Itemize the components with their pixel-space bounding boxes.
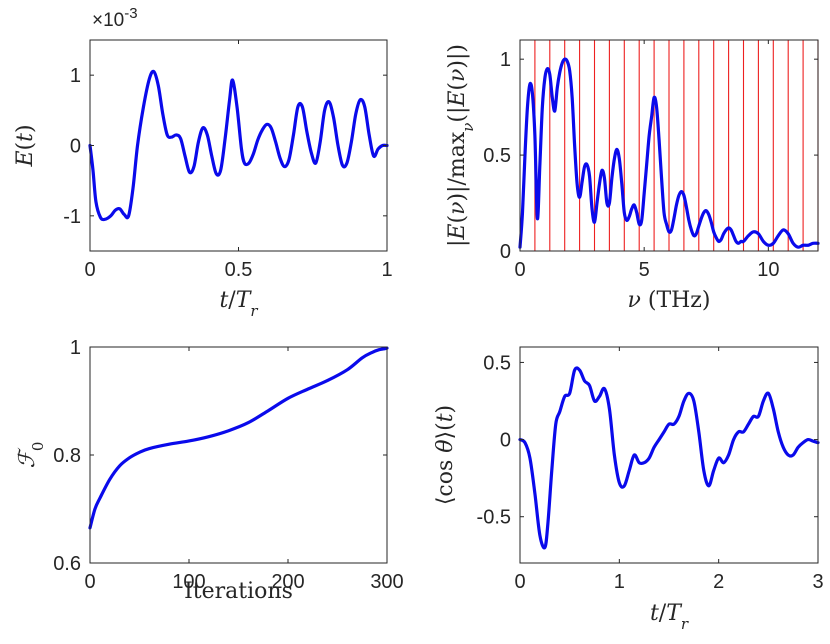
y-tick-label: 0.5 xyxy=(483,145,511,167)
x-tick-label: 2 xyxy=(713,571,724,593)
x-tick-label: 5 xyxy=(639,259,650,281)
series-line xyxy=(518,57,820,249)
x-tick-label: 3 xyxy=(812,571,823,593)
plot-area xyxy=(90,347,387,563)
y-tick-label: 1 xyxy=(70,65,81,87)
x-tick-label: 10 xyxy=(757,259,779,281)
y-axis-label: E(t) xyxy=(13,124,38,167)
series-line xyxy=(88,346,389,530)
y-tick-label: -1 xyxy=(63,206,81,228)
y-tick-label: 0.5 xyxy=(483,352,511,374)
y-tick-label: 1 xyxy=(70,337,81,359)
x-tick-label: 300 xyxy=(370,571,403,593)
y-axis-label: ⟨cos θ⟩(t) xyxy=(433,405,458,505)
x-tick-label: 100 xyxy=(172,571,205,593)
series-line xyxy=(88,69,389,222)
y-axis-label: ℱ0 xyxy=(15,442,47,469)
panel-fidelity: 0 100 200 300 0.6 0.8 1 Iterations ℱ0 xyxy=(15,337,404,604)
x-tick-label: 0 xyxy=(84,259,95,281)
x-tick-label: 200 xyxy=(271,571,304,593)
x-tick-label: 0 xyxy=(84,571,95,593)
y-tick-label: 0.8 xyxy=(53,445,81,467)
panel-orientation: 0 1 2 3 -0.5 0 0.5 t/Tr ⟨cos θ⟩(t) xyxy=(433,346,824,633)
series-line xyxy=(518,366,820,550)
x-tick-label: 0.5 xyxy=(225,259,253,281)
y-tick-label: 0 xyxy=(500,241,511,263)
axis-multiplier: ×10-3 xyxy=(92,5,138,32)
y-tick-label: -0.5 xyxy=(477,507,511,529)
y-tick-label: 0.6 xyxy=(53,553,81,575)
x-tick-label: 1 xyxy=(381,259,392,281)
axes-frame xyxy=(519,346,819,564)
x-axis-label: Iterations xyxy=(184,579,293,604)
axes-frame xyxy=(519,39,819,252)
x-tick-label: 1 xyxy=(614,571,625,593)
x-tick-label: 0 xyxy=(514,259,525,281)
x-axis-label: t/Tr xyxy=(650,601,689,633)
plot-area xyxy=(90,40,387,251)
plot-area xyxy=(520,347,818,563)
y-axis-label: |E(ν)|/maxν(|E(ν)|) xyxy=(445,44,477,247)
panel-spectrum: 0 5 10 0 0.5 1 ν (THz) |E(ν)|/maxν(|E(ν)|) xyxy=(445,39,820,313)
x-tick-label: 0 xyxy=(514,571,525,593)
x-axis-label: ν (THz) xyxy=(628,288,711,313)
y-tick-label: 0 xyxy=(70,136,81,158)
x-axis-label: t/Tr xyxy=(219,288,258,320)
y-tick-label: 0 xyxy=(500,430,511,452)
panel-electric-field: 0 0.5 1 -1 0 1 t/Tr E(t) ×10-3 xyxy=(13,5,393,321)
y-tick-label: 1 xyxy=(500,49,511,71)
